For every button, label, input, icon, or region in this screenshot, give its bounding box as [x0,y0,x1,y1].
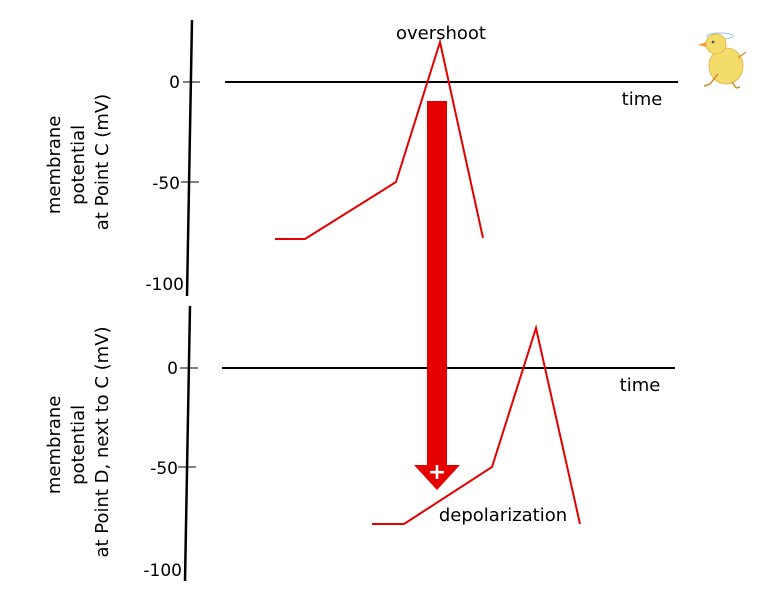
top-y-axis-label: membrane potential at Point C (mV) [44,94,113,230]
top-tick-label-minus50: -50 [152,174,180,194]
bottom-y-axis [183,305,192,582]
top-tick-label-0: 0 [169,73,180,93]
top-y-axis [185,19,194,297]
bottom-ylabel-line-2: potential [68,405,89,485]
bottom-panel: 0 -50 -100 time depolarization membrane … [44,305,675,582]
top-potential-trace [275,38,484,240]
bottom-potential-trace [372,324,581,525]
bottom-tick-label-minus50: -50 [150,459,178,479]
overshoot-label: overshoot [396,23,486,44]
top-x-axis-label: time [622,89,663,110]
arrow-shaft [427,101,447,465]
bottom-tick-label-minus100: -100 [143,561,182,581]
bottom-y-axis-label: membrane potential at Point D, next to C… [44,326,113,557]
top-tick-label-minus100: -100 [145,275,184,295]
duck-icon [698,32,747,89]
bottom-tick-label-0: 0 [167,359,178,379]
bottom-ylabel-line-1: membrane [44,396,65,494]
bottom-ylabel-line-3: at Point D, next to C (mV) [92,326,113,557]
depolarization-label: depolarization [439,505,567,526]
arrow-plus-sign: + [428,460,446,485]
top-panel: 0 -50 -100 time overshoot membrane poten… [44,19,678,297]
arrow-head [414,465,460,490]
bottom-x-axis-label: time [620,375,661,396]
top-ylabel-line-2: potential [68,125,89,205]
top-ylabel-line-3: at Point C (mV) [92,94,113,230]
top-ylabel-line-1: membrane [44,116,65,214]
current-flow-arrow: + [414,101,460,490]
